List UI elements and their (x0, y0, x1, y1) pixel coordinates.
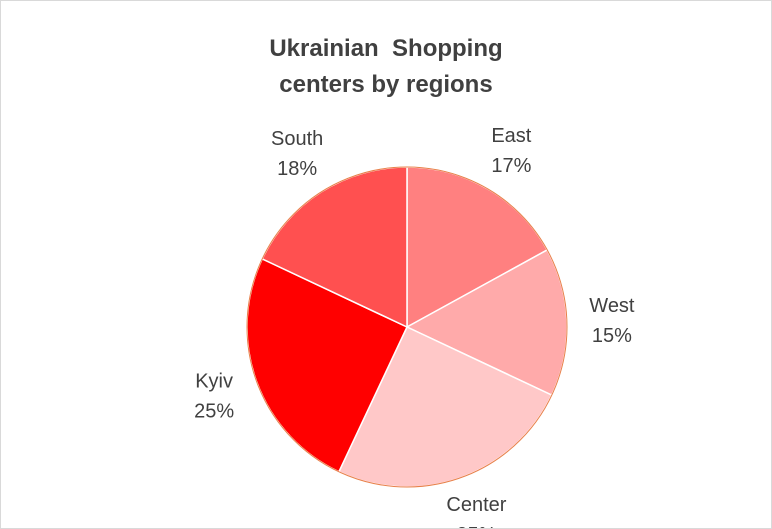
slice-value-label: 25% (456, 524, 496, 528)
pie-outline (246, 166, 568, 488)
chart-title: Ukrainian Shopping centers by regions (269, 35, 510, 98)
slice-value-label: 15% (592, 325, 632, 347)
slice-label: West (589, 295, 635, 317)
slice-value-label: 18% (277, 158, 317, 180)
slice-value-label: 25% (194, 401, 234, 423)
slice-label: South (271, 128, 323, 150)
slice-value-label: 17% (491, 155, 531, 177)
slice-label: Kyiv (195, 371, 233, 393)
slice-label: Center (446, 494, 506, 516)
slice-label: East (491, 125, 531, 147)
